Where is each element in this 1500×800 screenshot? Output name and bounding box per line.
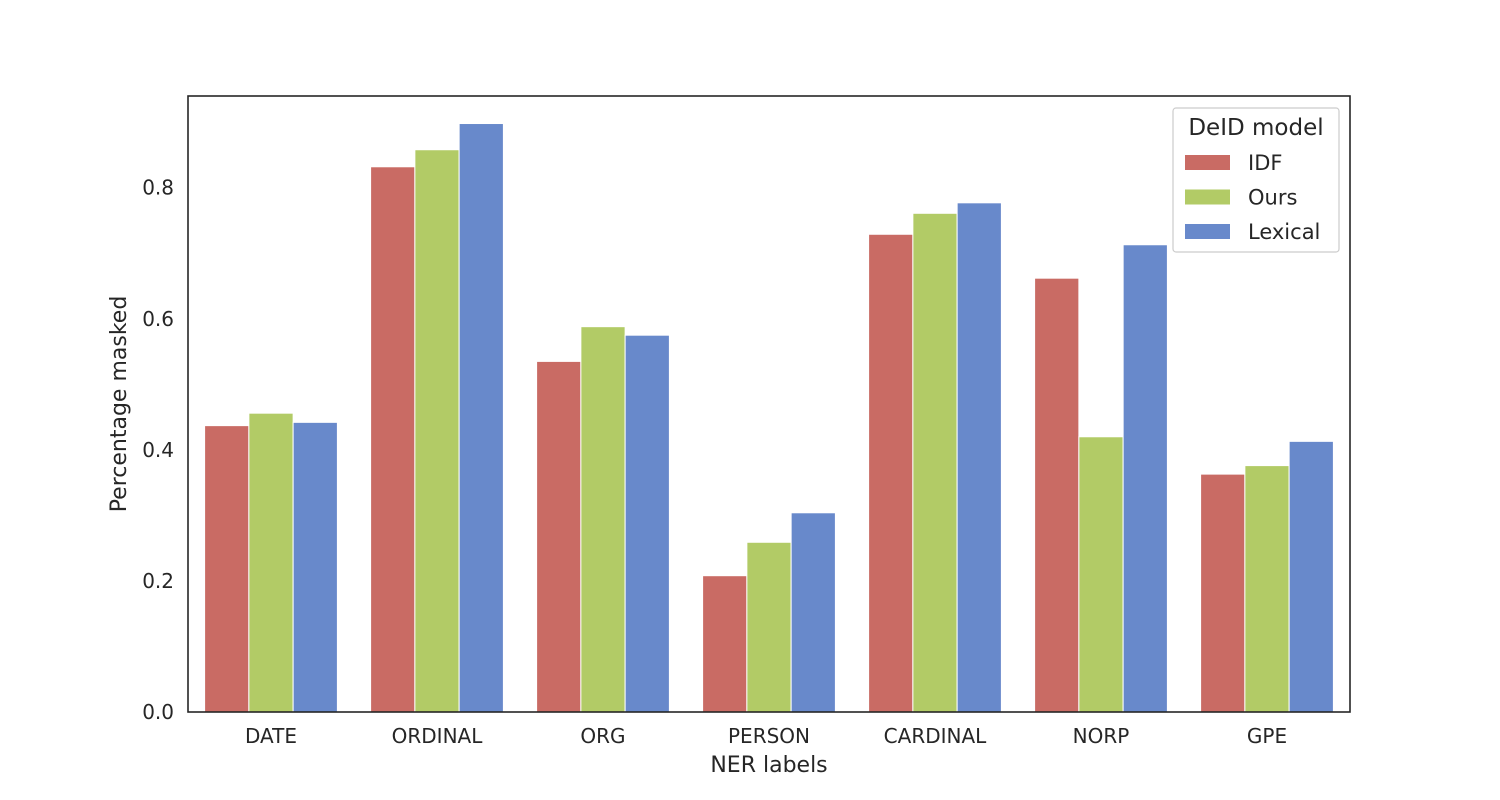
legend-frame [1172,107,1340,253]
bar-lexical-ordinal [458,123,504,713]
bar-ours-date [248,412,294,713]
x-tick-label-org: ORG [580,724,625,748]
legend-swatch-ours [1185,189,1230,205]
bar-idf-ordinal [370,166,416,713]
x-tick-label-person: PERSON [728,724,810,748]
bars-layer [204,123,1334,713]
y-tick-label: 0.8 [142,176,174,200]
bar-idf-norp [1034,277,1080,713]
bar-idf-org [536,360,582,713]
y-axis-label: Percentage masked [107,296,132,513]
bar-idf-cardinal [868,233,914,713]
legend-swatch-idf [1185,155,1230,170]
y-axis-ticks: 0.0 0.2 0.4 0.6 0.8 [142,176,174,724]
legend-label-lexical: Lexical [1248,220,1320,244]
bar-ours-org [580,326,626,713]
bar-lexical-org [624,334,670,713]
y-tick-label: 0.2 [142,569,174,593]
y-tick-label: 0.4 [142,438,174,462]
x-tick-label-cardinal: CARDINAL [884,724,987,748]
bar-ours-person [746,541,792,713]
bar-idf-person [702,575,748,713]
x-axis-ticks: DATE ORDINAL ORG PERSON CARDINAL NORP GPE [245,724,1287,748]
x-tick-label-gpe: GPE [1247,724,1287,748]
y-tick-label: 0.0 [142,700,174,724]
plot-frame [187,95,1351,713]
x-tick-label-ordinal: ORDINAL [392,724,484,748]
legend-label-ours: Ours [1248,186,1297,210]
bar-lexical-person [790,512,836,713]
bar-ours-ordinal [414,149,460,713]
legend-title: DeID model [1188,115,1323,141]
bar-lexical-gpe [1288,440,1334,713]
legend-swatch-lexical [1185,224,1230,239]
bar-ours-gpe [1244,465,1290,713]
bar-idf-gpe [1200,473,1246,713]
bar-idf-date [204,425,250,713]
bar-lexical-norp [1122,244,1168,713]
bar-lexical-date [292,421,338,713]
bar-ours-norp [1078,436,1124,713]
x-tick-label-norp: NORP [1073,724,1130,748]
legend: DeID model IDF Ours Lexical [1172,107,1340,253]
legend-label-idf: IDF [1248,151,1282,175]
bar-lexical-cardinal [956,202,1002,713]
y-tick-label: 0.6 [142,307,174,331]
x-tick-label-date: DATE [245,724,297,748]
bar-ours-cardinal [912,212,958,713]
x-axis-label: NER labels [710,753,827,778]
